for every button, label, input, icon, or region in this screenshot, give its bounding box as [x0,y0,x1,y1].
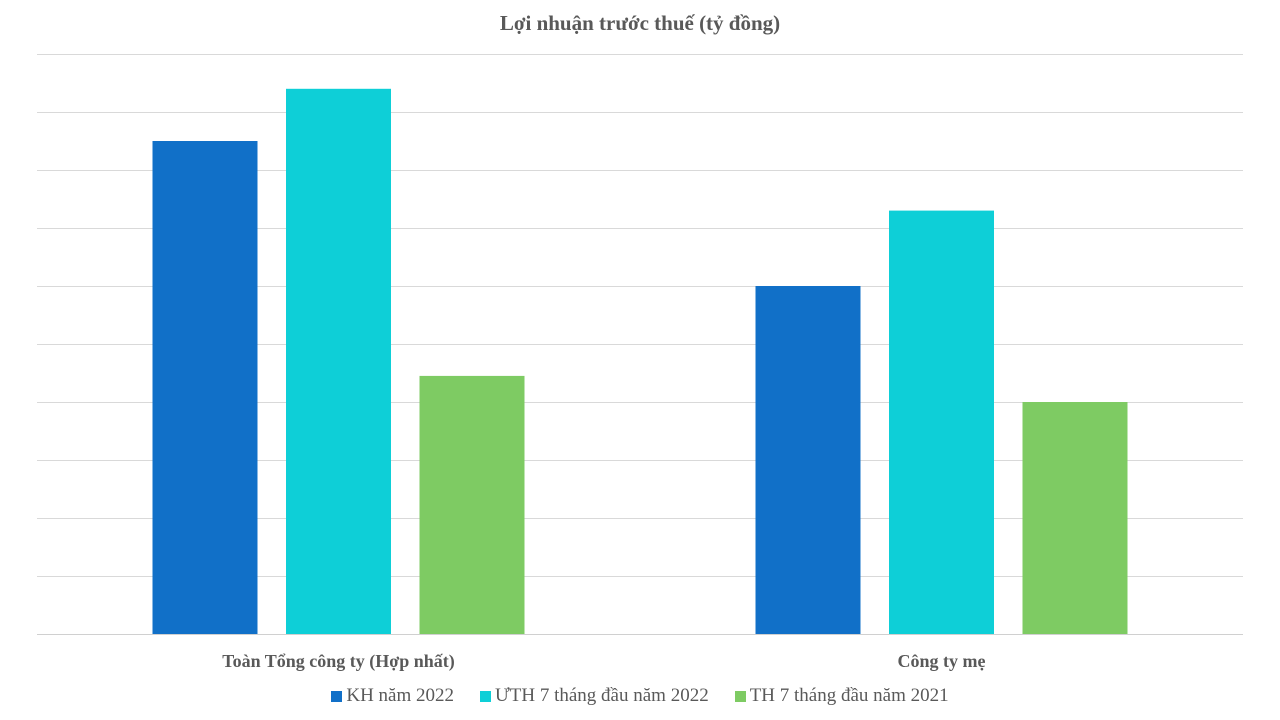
legend-item: ƯTH 7 tháng đầu năm 2022 [480,685,709,707]
legend-label: KH năm 2022 [346,685,455,706]
legend-swatch [331,690,343,702]
legend: KH năm 2022 ƯTH 7 tháng đầu năm 2022 TH 7 … [0,685,1280,707]
category-label: Công ty mẹ [898,651,986,671]
legend-label: TH 7 tháng đầu năm 2021 [749,685,949,706]
legend-swatch [480,690,492,702]
bars [152,88,1128,635]
bar [889,210,994,634]
chart-title: Lợi nhuận trước thuế (tỷ đồng) [499,11,781,35]
category-labels: Toàn Tổng công ty (Hợp nhất) Công ty mẹ [222,651,985,672]
bar [755,286,861,634]
bar [1022,402,1128,634]
legend-item: TH 7 tháng đầu năm 2021 [734,685,949,707]
legend-swatch [734,690,746,702]
bar [419,375,525,634]
legend-item: KH năm 2022 [331,685,454,707]
legend-label: ƯTH 7 tháng đầu năm 2022 [495,685,709,706]
category-label: Toàn Tổng công ty (Hợp nhất) [222,651,455,672]
bar [286,88,391,635]
bar [152,141,258,634]
